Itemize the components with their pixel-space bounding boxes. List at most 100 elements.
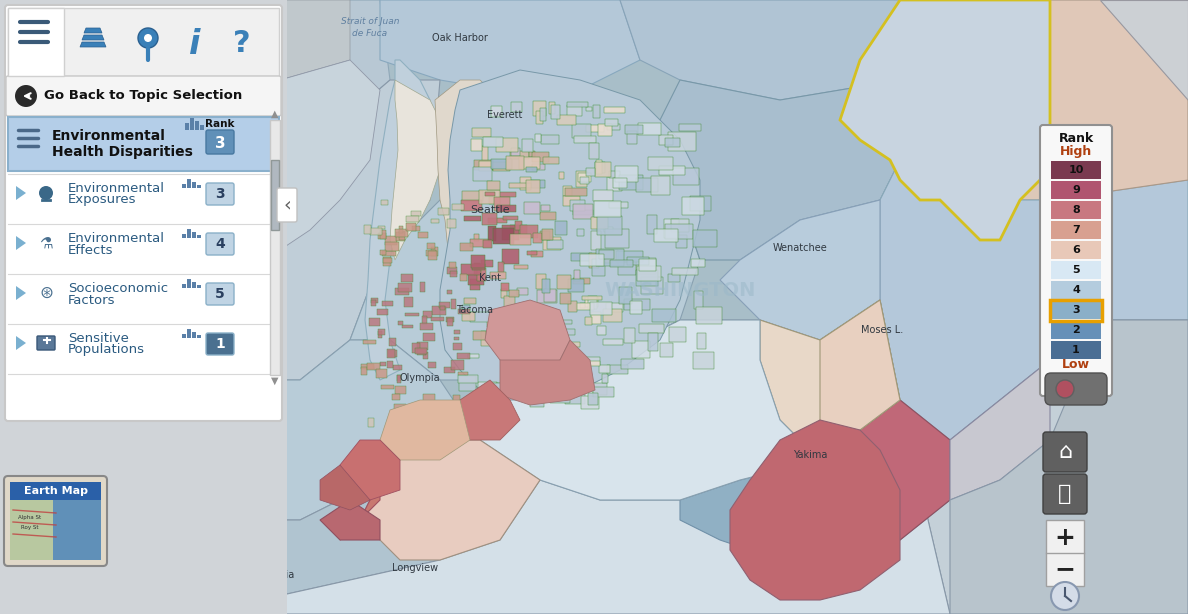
- Polygon shape: [15, 286, 26, 300]
- Bar: [602, 374, 607, 383]
- Bar: [655, 230, 678, 242]
- Bar: [594, 383, 607, 395]
- Bar: [421, 324, 432, 330]
- Bar: [450, 271, 457, 277]
- Bar: [459, 371, 468, 375]
- Bar: [459, 375, 478, 383]
- Bar: [197, 185, 201, 188]
- Bar: [8, 8, 279, 76]
- Bar: [423, 352, 429, 359]
- Polygon shape: [680, 400, 950, 560]
- Bar: [380, 230, 386, 239]
- Bar: [378, 226, 385, 229]
- Bar: [530, 395, 544, 407]
- Bar: [361, 364, 374, 370]
- Bar: [601, 251, 612, 263]
- Bar: [372, 300, 375, 306]
- Bar: [596, 160, 602, 174]
- Bar: [380, 251, 386, 255]
- Polygon shape: [440, 70, 700, 400]
- Bar: [613, 179, 627, 188]
- Text: Populations: Populations: [68, 343, 145, 357]
- Bar: [536, 111, 543, 124]
- Text: i: i: [189, 28, 201, 61]
- FancyBboxPatch shape: [206, 183, 234, 205]
- Bar: [519, 157, 541, 169]
- Bar: [526, 167, 537, 172]
- Circle shape: [138, 28, 158, 48]
- Bar: [560, 293, 571, 304]
- Text: Environmental: Environmental: [52, 129, 166, 143]
- Bar: [460, 274, 467, 281]
- Bar: [428, 252, 436, 260]
- Bar: [479, 161, 493, 171]
- Bar: [606, 303, 623, 312]
- Bar: [607, 124, 620, 130]
- Bar: [570, 200, 584, 211]
- Bar: [571, 254, 592, 261]
- Bar: [503, 225, 519, 239]
- Polygon shape: [80, 42, 106, 47]
- Bar: [586, 168, 595, 176]
- Polygon shape: [720, 200, 880, 340]
- Bar: [621, 359, 644, 369]
- Bar: [668, 274, 681, 281]
- Bar: [482, 214, 497, 225]
- Text: ▲: ▲: [271, 109, 279, 119]
- Bar: [604, 227, 613, 232]
- Text: Go Back to Topic Selection: Go Back to Topic Selection: [44, 90, 242, 103]
- Bar: [618, 260, 636, 274]
- Bar: [511, 147, 520, 156]
- Bar: [362, 340, 375, 344]
- Polygon shape: [220, 0, 350, 80]
- Bar: [575, 136, 596, 143]
- Bar: [607, 177, 623, 191]
- Polygon shape: [15, 236, 26, 250]
- Bar: [470, 239, 492, 247]
- Text: Olympia: Olympia: [399, 373, 441, 383]
- Bar: [510, 234, 531, 246]
- Bar: [383, 251, 396, 256]
- Text: 10: 10: [1068, 165, 1083, 175]
- Bar: [460, 243, 473, 251]
- Bar: [472, 139, 482, 151]
- Bar: [498, 262, 505, 273]
- Bar: [592, 217, 607, 229]
- Polygon shape: [365, 60, 430, 380]
- Text: Low: Low: [1062, 359, 1091, 371]
- Bar: [505, 354, 513, 363]
- Bar: [586, 125, 604, 132]
- Bar: [580, 357, 600, 365]
- Bar: [423, 333, 436, 341]
- Bar: [270, 120, 280, 375]
- Bar: [532, 101, 545, 116]
- Bar: [659, 166, 685, 175]
- Bar: [468, 354, 479, 359]
- Bar: [586, 107, 592, 111]
- Bar: [592, 259, 605, 276]
- Text: ⌂: ⌂: [1059, 442, 1072, 462]
- Polygon shape: [760, 300, 901, 460]
- Bar: [446, 317, 454, 322]
- Bar: [271, 160, 279, 230]
- Bar: [565, 391, 584, 404]
- Bar: [474, 234, 480, 241]
- Circle shape: [15, 85, 37, 107]
- Bar: [447, 290, 451, 294]
- Bar: [624, 299, 650, 309]
- Text: 8: 8: [1072, 205, 1080, 215]
- Text: Environmental: Environmental: [68, 231, 165, 244]
- Bar: [568, 102, 588, 107]
- Bar: [398, 321, 404, 325]
- Bar: [398, 282, 411, 292]
- Bar: [580, 254, 604, 266]
- Bar: [462, 190, 484, 201]
- Bar: [563, 374, 577, 381]
- Bar: [520, 225, 538, 238]
- Bar: [469, 312, 489, 322]
- Bar: [1051, 201, 1101, 219]
- Bar: [511, 225, 526, 234]
- Polygon shape: [220, 60, 380, 300]
- Bar: [565, 188, 587, 196]
- Bar: [544, 289, 556, 302]
